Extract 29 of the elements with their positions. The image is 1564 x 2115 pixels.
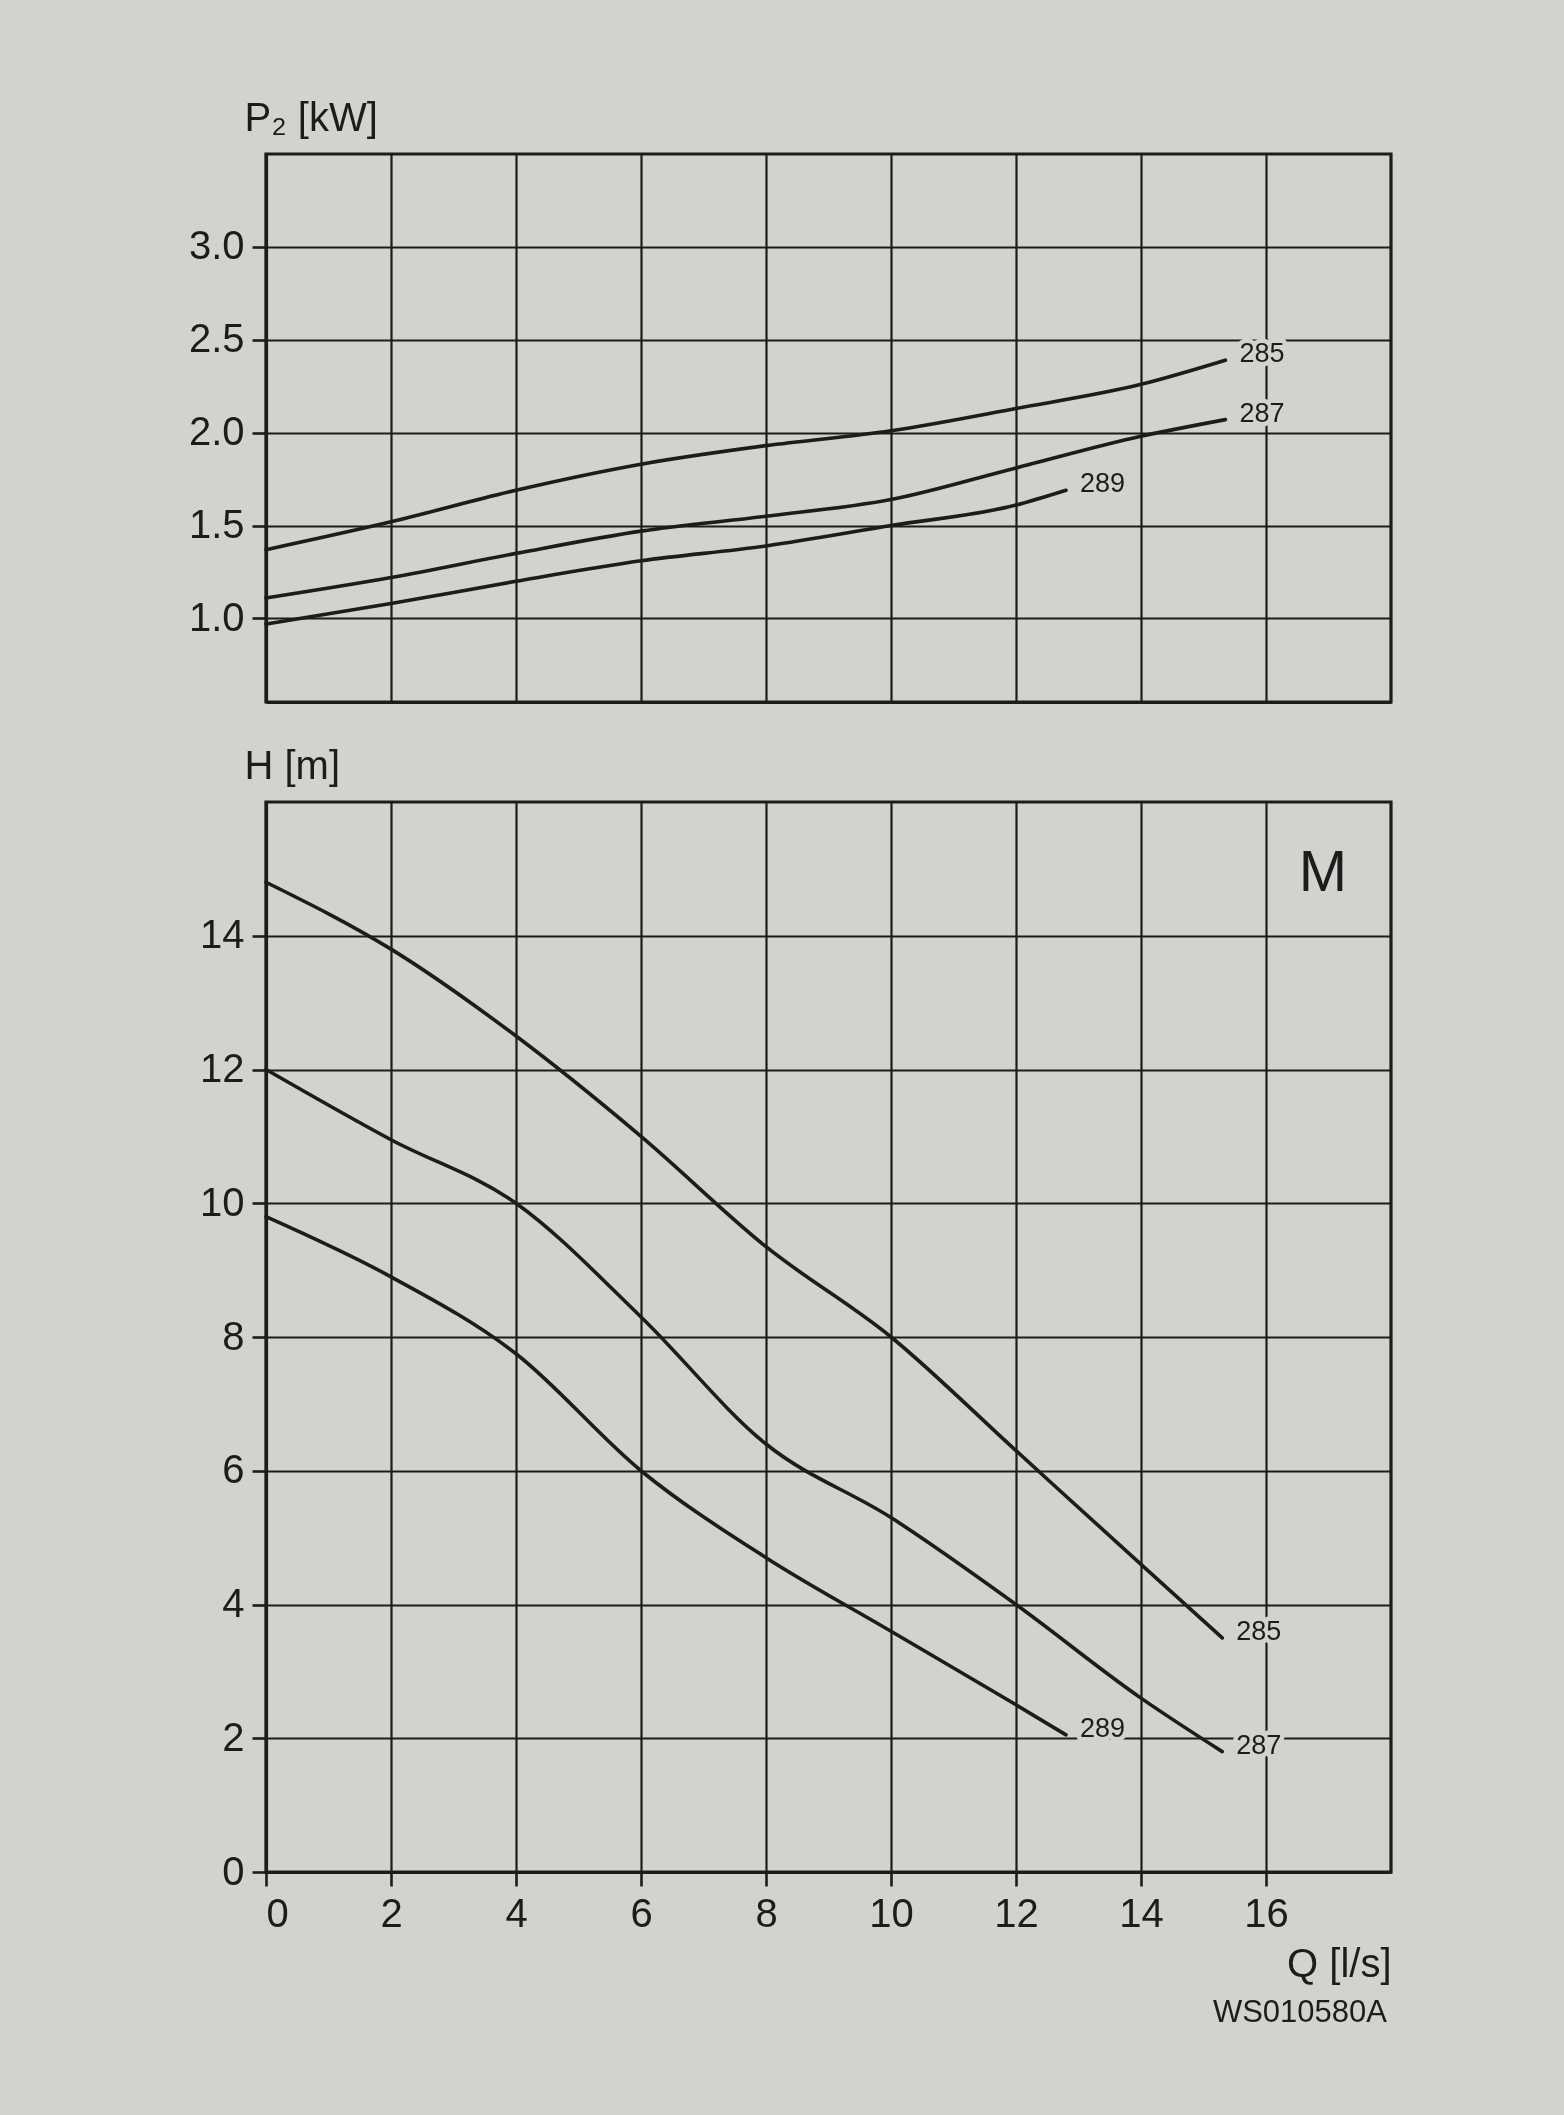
y-tick-label: 10 [200, 1179, 245, 1224]
series-label: 289 [1080, 1712, 1126, 1743]
x-axis-title: Q [l/s] [1287, 1940, 1392, 1985]
y-tick-label: 2.5 [188, 316, 245, 361]
x-tick-label: 10 [869, 1890, 914, 1935]
text: WS010580A [1212, 1994, 1388, 2029]
x-tick-label: 4 [505, 1890, 528, 1935]
y-tick-label: 1.5 [188, 502, 245, 547]
y-tick-label: 3.0 [188, 223, 245, 268]
y-tick-label: 0 [222, 1848, 245, 1893]
y-tick-label: 1.0 [188, 594, 245, 639]
y-axis-title: P₂ [kW] [244, 94, 378, 139]
y-tick-label: 2.0 [188, 409, 245, 454]
y-tick-label: 4 [222, 1581, 245, 1625]
y-tick-label: 12 [200, 1046, 245, 1090]
y-tick-label: 6 [222, 1447, 245, 1492]
annotation: M [1298, 838, 1348, 903]
x-tick-label: 0 [266, 1890, 289, 1935]
x-tick-label: 8 [755, 1890, 778, 1935]
y-axis-title: H [m] [244, 742, 341, 787]
y-tick-label: 2 [222, 1714, 245, 1759]
x-tick-label: 16 [1244, 1890, 1289, 1935]
x-tick-label: 6 [630, 1890, 653, 1935]
x-tick-label: 2 [380, 1890, 403, 1935]
y-tick-label: 14 [200, 912, 245, 957]
series-label: 289 [1080, 468, 1126, 499]
y-tick-label: 8 [222, 1313, 245, 1358]
x-tick-label: 12 [994, 1890, 1039, 1935]
x-tick-label: 14 [1119, 1890, 1164, 1935]
